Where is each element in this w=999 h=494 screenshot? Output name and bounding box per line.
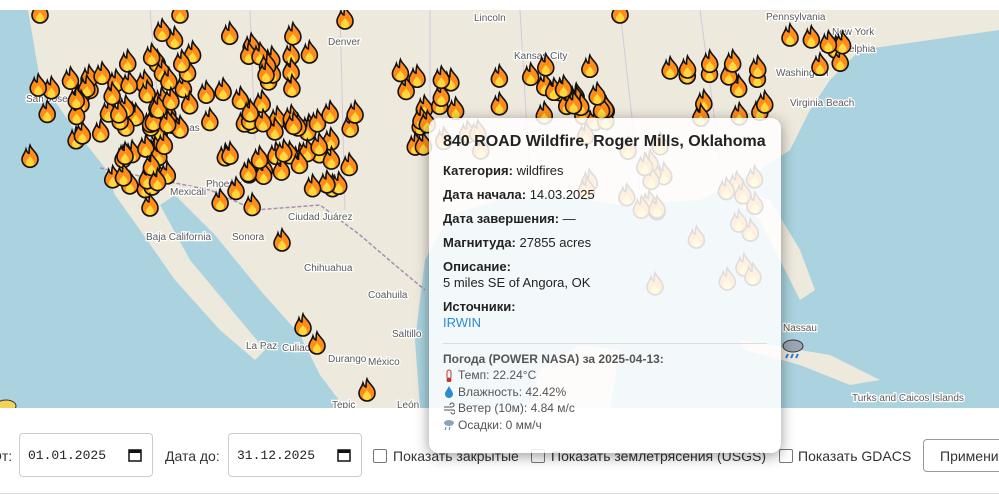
place-label: León [397, 400, 419, 408]
place-label: México [368, 357, 400, 368]
weather-title: Погода (POWER NASA) за 2025-04-13: [443, 352, 664, 366]
field-label: Категория: [443, 163, 513, 178]
place-label: Sonora [232, 232, 265, 243]
weather-text: Ветер (10м): 4.84 м/с [458, 401, 575, 415]
place-label: Kansas City [514, 51, 567, 62]
to-label: Дата до: [165, 448, 220, 464]
source-link[interactable]: IRWIN [443, 315, 482, 330]
weather-icon [445, 386, 453, 399]
calendar-icon [128, 449, 142, 462]
place-label: Denver [328, 37, 361, 48]
field-label: Источники: [443, 299, 516, 314]
field-label: Дата завершения: [443, 211, 560, 226]
place-label: Tepic [332, 400, 355, 408]
field-value: — [562, 211, 576, 226]
apply-text: Применить [940, 447, 999, 464]
weather-marker[interactable] [782, 339, 804, 359]
place-label: Baja California [146, 232, 211, 243]
sources: Источники: IRWIN [443, 299, 767, 331]
fire-marker[interactable] [611, 10, 629, 24]
place-label: La Paz [246, 341, 277, 352]
place-label: Chihuahua [304, 263, 353, 274]
place-label: Lincoln [474, 13, 506, 24]
pacific-ocean [0, 10, 345, 408]
weather-text: Темп: 22.24°C [458, 368, 537, 382]
divider [443, 343, 767, 344]
field-value: 14.03.2025 [529, 187, 595, 202]
weather-line: Влажность: 42.42% [443, 384, 767, 401]
place-label: Mexicali [170, 187, 206, 198]
apply-button[interactable]: Применить [923, 439, 999, 472]
place-label: Turks and Caicos Islands [852, 393, 964, 404]
weather-text: Влажность: 42.42% [458, 384, 567, 399]
field-value: 5 miles SE of Angora, OK [443, 275, 591, 290]
field-value: 27855 acres [519, 235, 592, 250]
weather-line: Темп: 22.24°C [443, 367, 767, 384]
fire-marker[interactable] [31, 10, 49, 24]
field-value: wildfires [516, 163, 564, 178]
place-label: Coahuila [368, 290, 408, 301]
place-label: Nassau [783, 323, 817, 334]
popup-title: 840 ROAD Wildfire, Roger Mills, Oklahoma [443, 133, 766, 150]
checkbox[interactable] [373, 449, 387, 463]
fire-marker[interactable] [171, 10, 189, 24]
field-label: Описание: [443, 259, 511, 274]
event-popup: 840 ROAD Wildfire, Roger Mills, Oklahoma… [429, 118, 781, 453]
weather-text: Осадки: 0 мм/ч [458, 417, 542, 432]
place-label: Saltillo [392, 329, 422, 340]
place-label: Virginia Beach [790, 98, 854, 109]
weather-line: Осадки: 0 мм/ч [443, 417, 767, 434]
checkbox[interactable] [779, 449, 793, 463]
date-to[interactable]: 31.12.2025 [228, 433, 362, 477]
place-label: Durango [328, 354, 367, 365]
description: Описание: 5 miles SE of Angora, OK [443, 259, 767, 291]
field: Дата начала: 14.03.2025 [443, 187, 767, 203]
field: Категория: wildfires [443, 163, 767, 179]
weather-line: Ветер (10м): 4.84 м/с [443, 400, 767, 417]
field: Магнитуда: 27855 acres [443, 235, 767, 251]
field-label: Магнитуда: [443, 235, 516, 250]
date-from[interactable]: 01.01.2025 [19, 433, 153, 477]
calendar-icon [337, 449, 351, 462]
field-label: Дата начала: [443, 187, 527, 202]
from-label: От: [0, 448, 13, 464]
checkbox-label[interactable]: Показать GDACS [798, 448, 912, 464]
weather-marker[interactable] [0, 399, 17, 408]
baja-california [105, 168, 265, 360]
weather-icon [444, 402, 455, 415]
place-label: Ciudad Juárez [288, 212, 352, 223]
date-from-value: 01.01.2025 [28, 447, 107, 463]
place-label: Pennsylvania [766, 12, 826, 23]
date-to-value: 31.12.2025 [237, 447, 316, 463]
field: Дата завершения: — [443, 211, 767, 227]
weather-icon [446, 369, 452, 382]
weather-icon [444, 420, 454, 431]
